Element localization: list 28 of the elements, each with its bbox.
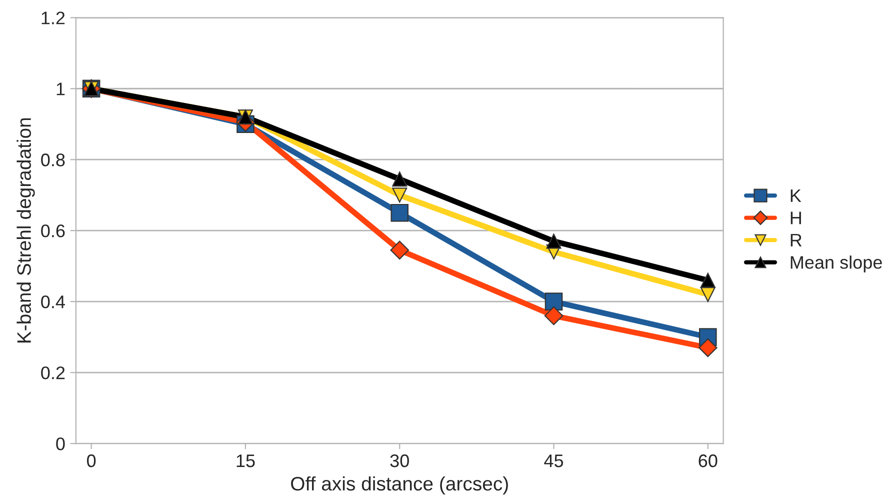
x-tick-label: 60 (698, 454, 718, 468)
legend-label: H (790, 212, 801, 224)
y-tick-label: 1.2 (42, 12, 65, 24)
x-tick-label: 15 (236, 454, 255, 468)
point (700, 272, 716, 288)
y-tick-label: 0.2 (41, 366, 65, 380)
legend-label: K (790, 189, 802, 202)
point (392, 172, 408, 187)
y-tick-label: 0.4 (41, 295, 65, 308)
x-tick-label: 0 (87, 454, 96, 468)
point (390, 240, 410, 260)
legend-label: R (790, 234, 802, 246)
y-tick-label: 0.6 (41, 224, 65, 238)
y-tick-label: 1 (56, 82, 65, 96)
y-tick-label: 0 (56, 437, 65, 450)
x-axis-title: Off axis distance (arcsec) (291, 476, 508, 494)
point (546, 234, 562, 249)
y-tick-label: 0.8 (41, 154, 65, 166)
y-axis-title: K-band Strehl degradation (16, 118, 35, 342)
x-tick-label: 30 (390, 454, 409, 468)
point (392, 188, 408, 203)
x-tick-label: 45 (544, 454, 564, 468)
point (390, 204, 409, 222)
point (544, 306, 564, 326)
point (700, 286, 716, 302)
legend-label: Mean slope (790, 256, 882, 272)
point (698, 338, 718, 358)
point (544, 292, 563, 310)
